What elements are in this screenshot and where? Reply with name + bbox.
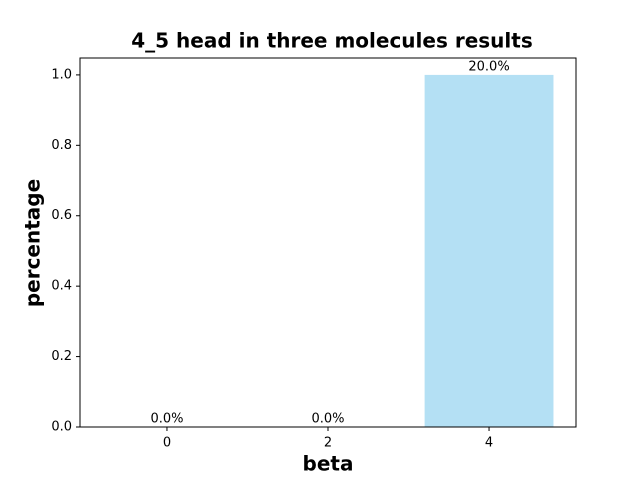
x-tick-label: 2 [324, 436, 332, 451]
y-tick-label: 0.2 [51, 349, 72, 364]
y-axis-label: percentage [21, 179, 45, 307]
bar [424, 74, 554, 428]
x-tick-label: 0 [163, 436, 171, 451]
y-tick-label: 0.0 [51, 420, 72, 435]
chart-title: 4_5 head in three molecules results [131, 29, 532, 53]
x-axis-label: beta [303, 452, 354, 476]
y-tick-label: 0.6 [51, 208, 72, 223]
bar-annotation: 20.0% [468, 59, 509, 74]
bar-annotation: 0.0% [150, 412, 183, 427]
y-tick-label: 0.8 [51, 138, 72, 153]
y-tick-label: 1.0 [51, 67, 72, 82]
bar-annotation: 0.0% [311, 412, 344, 427]
x-tick-label: 4 [485, 436, 493, 451]
y-tick-label: 0.4 [51, 279, 72, 294]
